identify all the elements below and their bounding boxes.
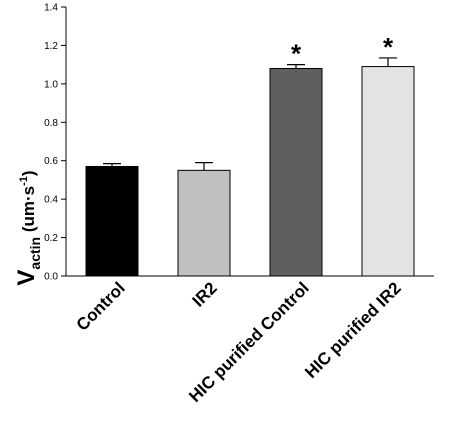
significance-star-3: * <box>383 32 394 62</box>
y-axis-label: Vactin (um·s-1) <box>13 170 43 285</box>
category-label-3: HIC purified IR2 <box>301 278 405 382</box>
y-axis: 0.0 0.2 0.4 0.6 0.8 1.0 1.2 1.4 <box>44 3 67 283</box>
y-label-unit-close: ) <box>19 170 38 176</box>
y-label-main: V <box>13 270 40 286</box>
bar-0 <box>85 165 139 277</box>
category-label-1: IR2 <box>189 278 221 310</box>
y-label-subscript: actin <box>27 237 43 270</box>
y-tick-label: 1.0 <box>44 79 58 90</box>
y-tick-label: 0.4 <box>44 195 58 206</box>
y-tick-label: 1.4 <box>44 3 58 14</box>
y-tick-label: 1.2 <box>44 41 58 52</box>
error-bars <box>103 57 397 171</box>
y-label-unit: (um·s <box>19 186 38 237</box>
bar-3 <box>361 66 415 277</box>
bar-2 <box>269 67 323 277</box>
bars <box>85 66 415 277</box>
significance-star-2: * <box>291 39 302 69</box>
significance-markers: * * <box>291 32 394 69</box>
y-tick-label: 0.8 <box>44 118 58 129</box>
bar-1 <box>177 169 231 277</box>
y-label-unit-power: -1 <box>18 176 30 186</box>
y-tick-label: 0.2 <box>44 233 58 244</box>
y-tick-label: 0.0 <box>44 272 58 283</box>
y-tick-label: 0.6 <box>44 156 58 167</box>
category-label-0: Control <box>73 278 129 334</box>
